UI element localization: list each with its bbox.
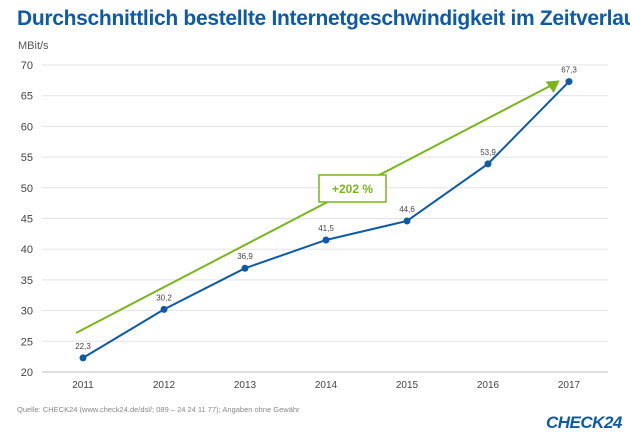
y-tick-label: 70: [21, 60, 33, 72]
data-label: 44,6: [399, 205, 415, 214]
data-point: [160, 305, 168, 313]
y-tick-label: 25: [21, 336, 33, 348]
data-label: 53,9: [480, 148, 496, 157]
data-point: [322, 236, 330, 244]
x-tick-label: 2013: [234, 380, 257, 391]
y-tick-label: 60: [21, 121, 33, 133]
trend-arrow-head: [545, 80, 560, 93]
data-label: 67,3: [561, 66, 577, 75]
y-tick-label: 65: [21, 91, 33, 103]
data-label: 30,2: [156, 293, 172, 302]
series-line: [82, 80, 570, 359]
check24-logo: CHECK24: [546, 413, 622, 432]
data-point: [484, 160, 492, 168]
y-axis-label: MBit/s: [18, 40, 49, 52]
x-tick-label: 2012: [153, 380, 176, 391]
y-tick-label: 50: [21, 183, 33, 195]
x-tick-label: 2015: [396, 380, 419, 391]
data-point: [403, 217, 411, 225]
x-tick-label: 2017: [558, 380, 581, 391]
data-label: 41,5: [318, 224, 334, 233]
y-tick-label: 30: [21, 306, 33, 318]
annotation-box: [318, 174, 387, 203]
data-point: [565, 78, 573, 86]
trend-arrow-line: [75, 84, 553, 334]
x-tick-label: 2014: [315, 380, 338, 391]
x-tick-label: 2011: [72, 380, 94, 391]
data-label: 22,3: [75, 342, 91, 351]
annotation-label: +202 %: [332, 182, 373, 196]
chart-title: Durchschnittlich bestellte Internetgesch…: [17, 7, 630, 30]
data-point: [241, 264, 249, 272]
source-note: Quelle: CHECK24 (www.check24.de/dsl/; 08…: [17, 405, 300, 414]
y-tick-label: 20: [21, 367, 33, 379]
y-tick-label: 55: [21, 152, 33, 164]
y-tick-label: 45: [21, 214, 33, 226]
x-tick-label: 2016: [477, 380, 500, 391]
data-point: [79, 354, 87, 362]
y-tick-label: 40: [21, 244, 33, 256]
y-tick-label: 35: [21, 275, 33, 287]
data-label: 36,9: [237, 252, 253, 261]
